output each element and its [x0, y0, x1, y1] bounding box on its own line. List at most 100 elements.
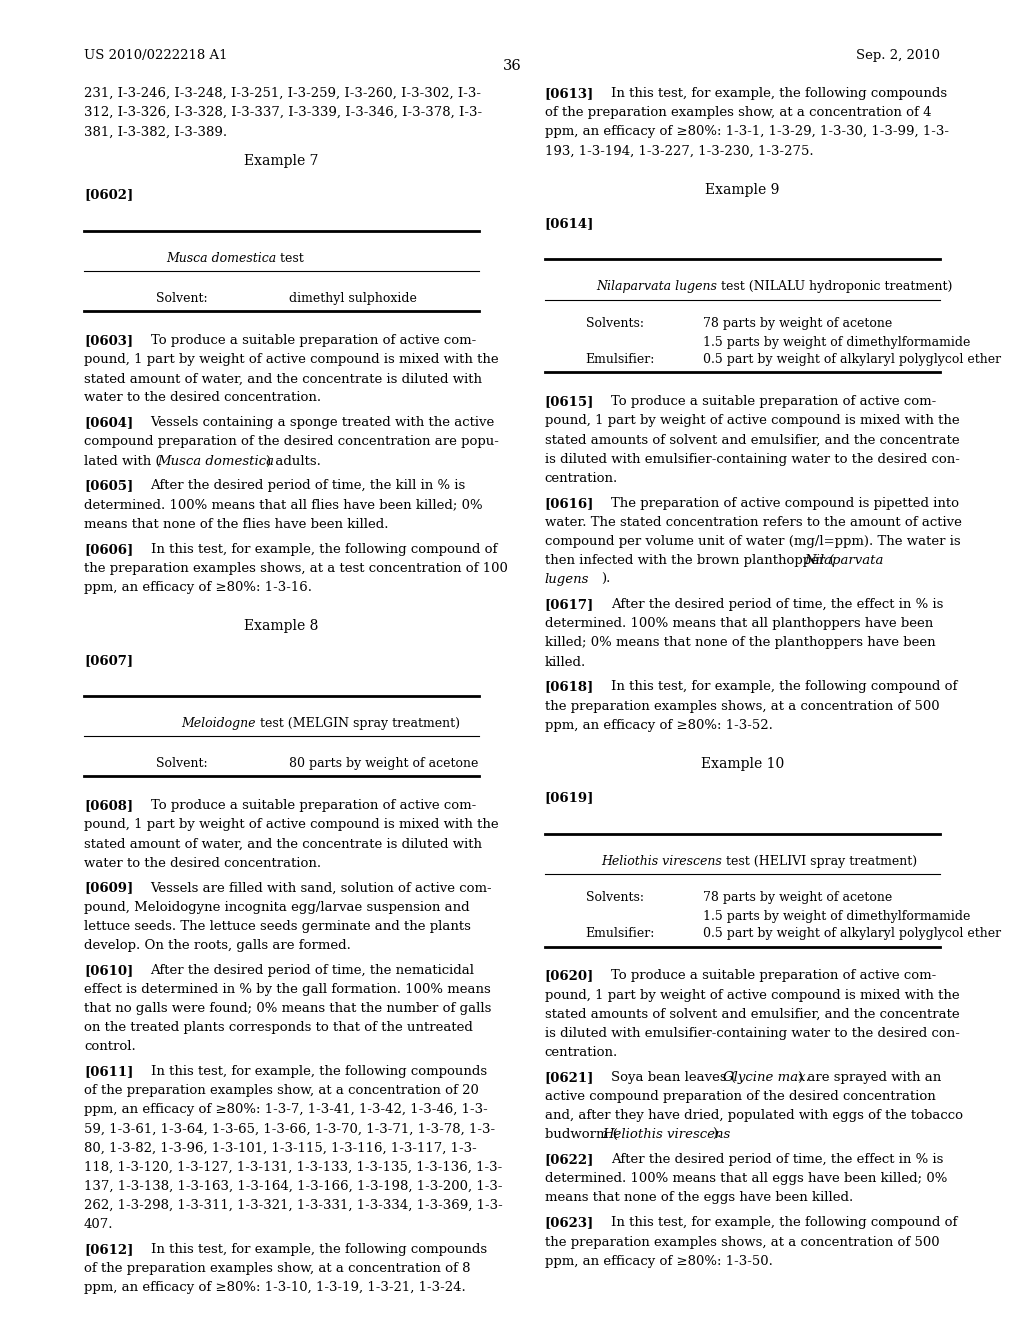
Text: [0622]: [0622]	[545, 1154, 594, 1166]
Text: After the desired period of time, the effect in % is: After the desired period of time, the ef…	[611, 1154, 944, 1166]
Text: dimethyl sulphoxide: dimethyl sulphoxide	[289, 292, 417, 305]
Text: 1.5 parts by weight of dimethylformamide: 1.5 parts by weight of dimethylformamide	[703, 909, 971, 923]
Text: 262, 1-3-298, 1-3-311, 1-3-321, 1-3-331, 1-3-334, 1-3-369, 1-3-: 262, 1-3-298, 1-3-311, 1-3-321, 1-3-331,…	[84, 1199, 503, 1212]
Text: means that none of the eggs have been killed.: means that none of the eggs have been ki…	[545, 1192, 853, 1204]
Text: determined. 100% means that all eggs have been killed; 0%: determined. 100% means that all eggs hav…	[545, 1172, 947, 1185]
Text: Solvents:: Solvents:	[586, 317, 644, 330]
Text: Example 10: Example 10	[700, 756, 784, 771]
Text: Example 7: Example 7	[245, 154, 318, 168]
Text: After the desired period of time, the effect in % is: After the desired period of time, the ef…	[611, 598, 944, 611]
Text: then infected with the brown planthopper (: then infected with the brown planthopper…	[545, 554, 835, 568]
Text: compound preparation of the desired concentration are popu-: compound preparation of the desired conc…	[84, 436, 499, 449]
Text: effect is determined in % by the gall formation. 100% means: effect is determined in % by the gall fo…	[84, 983, 490, 995]
Text: [0612]: [0612]	[84, 1243, 133, 1257]
Text: Solvent:: Solvent:	[156, 292, 207, 305]
Text: 80, 1-3-82, 1-3-96, 1-3-101, 1-3-115, 1-3-116, 1-3-117, 1-3-: 80, 1-3-82, 1-3-96, 1-3-101, 1-3-115, 1-…	[84, 1142, 477, 1155]
Text: Heliothis virescens: Heliothis virescens	[601, 854, 722, 867]
Text: ppm, an efficacy of ≥80%: 1-3-50.: ppm, an efficacy of ≥80%: 1-3-50.	[545, 1254, 773, 1267]
Text: To produce a suitable preparation of active com-: To produce a suitable preparation of act…	[611, 969, 937, 982]
Text: of the preparation examples show, at a concentration of 4: of the preparation examples show, at a c…	[545, 106, 931, 119]
Text: and, after they have dried, populated with eggs of the tobacco: and, after they have dried, populated wi…	[545, 1109, 963, 1122]
Text: Vessels containing a sponge treated with the active: Vessels containing a sponge treated with…	[151, 416, 495, 429]
Text: [0614]: [0614]	[545, 218, 594, 230]
Text: 118, 1-3-120, 1-3-127, 1-3-131, 1-3-133, 1-3-135, 1-3-136, 1-3-: 118, 1-3-120, 1-3-127, 1-3-131, 1-3-133,…	[84, 1160, 502, 1173]
Text: develop. On the roots, galls are formed.: develop. On the roots, galls are formed.	[84, 939, 351, 952]
Text: [0619]: [0619]	[545, 792, 594, 804]
Text: ppm, an efficacy of ≥80%: 1-3-7, 1-3-41, 1-3-42, 1-3-46, 1-3-: ppm, an efficacy of ≥80%: 1-3-7, 1-3-41,…	[84, 1104, 487, 1117]
Text: ) adults.: ) adults.	[266, 454, 322, 467]
Text: is diluted with emulsifier-containing water to the desired con-: is diluted with emulsifier-containing wa…	[545, 1027, 959, 1040]
Text: To produce a suitable preparation of active com-: To produce a suitable preparation of act…	[151, 334, 476, 347]
Text: 193, 1-3-194, 1-3-227, 1-3-230, 1-3-275.: 193, 1-3-194, 1-3-227, 1-3-230, 1-3-275.	[545, 144, 813, 157]
Text: Glycine max.: Glycine max.	[723, 1071, 810, 1084]
Text: determined. 100% means that all flies have been killed; 0%: determined. 100% means that all flies ha…	[84, 499, 482, 512]
Text: 80 parts by weight of acetone: 80 parts by weight of acetone	[289, 756, 478, 770]
Text: [0610]: [0610]	[84, 964, 133, 977]
Text: Example 8: Example 8	[245, 619, 318, 634]
Text: stated amounts of solvent and emulsifier, and the concentrate: stated amounts of solvent and emulsifier…	[545, 1007, 959, 1020]
Text: the preparation examples shows, at a concentration of 500: the preparation examples shows, at a con…	[545, 1236, 939, 1249]
Text: Nilaparvata: Nilaparvata	[804, 554, 884, 568]
Text: In this test, for example, the following compounds: In this test, for example, the following…	[611, 87, 947, 100]
Text: test (HELIVI spray treatment): test (HELIVI spray treatment)	[722, 854, 918, 867]
Text: water to the desired concentration.: water to the desired concentration.	[84, 857, 322, 870]
Text: is diluted with emulsifier-containing water to the desired con-: is diluted with emulsifier-containing wa…	[545, 453, 959, 466]
Text: Emulsifier:: Emulsifier:	[586, 354, 655, 366]
Text: [0604]: [0604]	[84, 416, 133, 429]
Text: In this test, for example, the following compounds: In this test, for example, the following…	[151, 1243, 486, 1257]
Text: pound, 1 part by weight of active compound is mixed with the: pound, 1 part by weight of active compou…	[84, 354, 499, 366]
Text: test (NILALU hydroponic treatment): test (NILALU hydroponic treatment)	[717, 280, 952, 293]
Text: pound, Meloidogyne incognita egg/larvae suspension and: pound, Meloidogyne incognita egg/larvae …	[84, 900, 470, 913]
Text: [0617]: [0617]	[545, 598, 594, 611]
Text: [0611]: [0611]	[84, 1065, 133, 1078]
Text: lated with (: lated with (	[84, 454, 161, 467]
Text: In this test, for example, the following compounds: In this test, for example, the following…	[151, 1065, 486, 1078]
Text: In this test, for example, the following compound of: In this test, for example, the following…	[151, 543, 497, 556]
Text: [0620]: [0620]	[545, 969, 594, 982]
Text: US 2010/0222218 A1: US 2010/0222218 A1	[84, 49, 227, 62]
Text: stated amount of water, and the concentrate is diluted with: stated amount of water, and the concentr…	[84, 837, 482, 850]
Text: water to the desired concentration.: water to the desired concentration.	[84, 392, 322, 404]
Text: In this test, for example, the following compound of: In this test, for example, the following…	[611, 1216, 957, 1229]
Text: 78 parts by weight of acetone: 78 parts by weight of acetone	[703, 891, 893, 904]
Text: ppm, an efficacy of ≥80%: 1-3-1, 1-3-29, 1-3-30, 1-3-99, 1-3-: ppm, an efficacy of ≥80%: 1-3-1, 1-3-29,…	[545, 125, 949, 139]
Text: the preparation examples shows, at a concentration of 500: the preparation examples shows, at a con…	[545, 700, 939, 713]
Text: stated amounts of solvent and emulsifier, and the concentrate: stated amounts of solvent and emulsifier…	[545, 433, 959, 446]
Text: 0.5 part by weight of alkylaryl polyglycol ether: 0.5 part by weight of alkylaryl polyglyc…	[703, 354, 1001, 366]
Text: After the desired period of time, the kill in % is: After the desired period of time, the ki…	[151, 479, 466, 492]
Text: 312, I-3-326, I-3-328, I-3-337, I-3-339, I-3-346, I-3-378, I-3-: 312, I-3-326, I-3-328, I-3-337, I-3-339,…	[84, 106, 482, 119]
Text: ).: ).	[601, 573, 610, 586]
Text: To produce a suitable preparation of active com-: To produce a suitable preparation of act…	[151, 799, 476, 812]
Text: ppm, an efficacy of ≥80%: 1-3-52.: ppm, an efficacy of ≥80%: 1-3-52.	[545, 718, 773, 731]
Text: ).: ).	[712, 1129, 721, 1142]
Text: Meloidogne: Meloidogne	[181, 717, 256, 730]
Text: centration.: centration.	[545, 1045, 618, 1059]
Text: centration.: centration.	[545, 471, 618, 484]
Text: [0605]: [0605]	[84, 479, 133, 492]
Text: 1.5 parts by weight of dimethylformamide: 1.5 parts by weight of dimethylformamide	[703, 335, 971, 348]
Text: Musca domestica: Musca domestica	[158, 454, 274, 467]
Text: determined. 100% means that all planthoppers have been: determined. 100% means that all planthop…	[545, 618, 933, 630]
Text: 407.: 407.	[84, 1218, 114, 1232]
Text: [0602]: [0602]	[84, 189, 133, 202]
Text: water. The stated concentration refers to the amount of active: water. The stated concentration refers t…	[545, 516, 962, 529]
Text: 381, I-3-382, I-3-389.: 381, I-3-382, I-3-389.	[84, 125, 227, 139]
Text: that no galls were found; 0% means that the number of galls: that no galls were found; 0% means that …	[84, 1002, 492, 1015]
Text: of the preparation examples show, at a concentration of 8: of the preparation examples show, at a c…	[84, 1262, 470, 1275]
Text: Heliothis virescens: Heliothis virescens	[602, 1129, 730, 1142]
Text: Vessels are filled with sand, solution of active com-: Vessels are filled with sand, solution o…	[151, 882, 493, 895]
Text: control.: control.	[84, 1040, 136, 1053]
Text: pound, 1 part by weight of active compound is mixed with the: pound, 1 part by weight of active compou…	[545, 414, 959, 428]
Text: Sep. 2, 2010: Sep. 2, 2010	[856, 49, 940, 62]
Text: [0613]: [0613]	[545, 87, 594, 100]
Text: killed; 0% means that none of the planthoppers have been: killed; 0% means that none of the planth…	[545, 636, 935, 649]
Text: pound, 1 part by weight of active compound is mixed with the: pound, 1 part by weight of active compou…	[84, 818, 499, 832]
Text: [0607]: [0607]	[84, 653, 133, 667]
Text: ppm, an efficacy of ≥80%: 1-3-10, 1-3-19, 1-3-21, 1-3-24.: ppm, an efficacy of ≥80%: 1-3-10, 1-3-19…	[84, 1282, 466, 1295]
Text: test (MELGIN spray treatment): test (MELGIN spray treatment)	[256, 717, 460, 730]
Text: To produce a suitable preparation of active com-: To produce a suitable preparation of act…	[611, 395, 937, 408]
Text: After the desired period of time, the nematicidal: After the desired period of time, the ne…	[151, 964, 474, 977]
Text: [0606]: [0606]	[84, 543, 133, 556]
Text: active compound preparation of the desired concentration: active compound preparation of the desir…	[545, 1090, 936, 1104]
Text: 59, 1-3-61, 1-3-64, 1-3-65, 1-3-66, 1-3-70, 1-3-71, 1-3-78, 1-3-: 59, 1-3-61, 1-3-64, 1-3-65, 1-3-66, 1-3-…	[84, 1122, 495, 1135]
